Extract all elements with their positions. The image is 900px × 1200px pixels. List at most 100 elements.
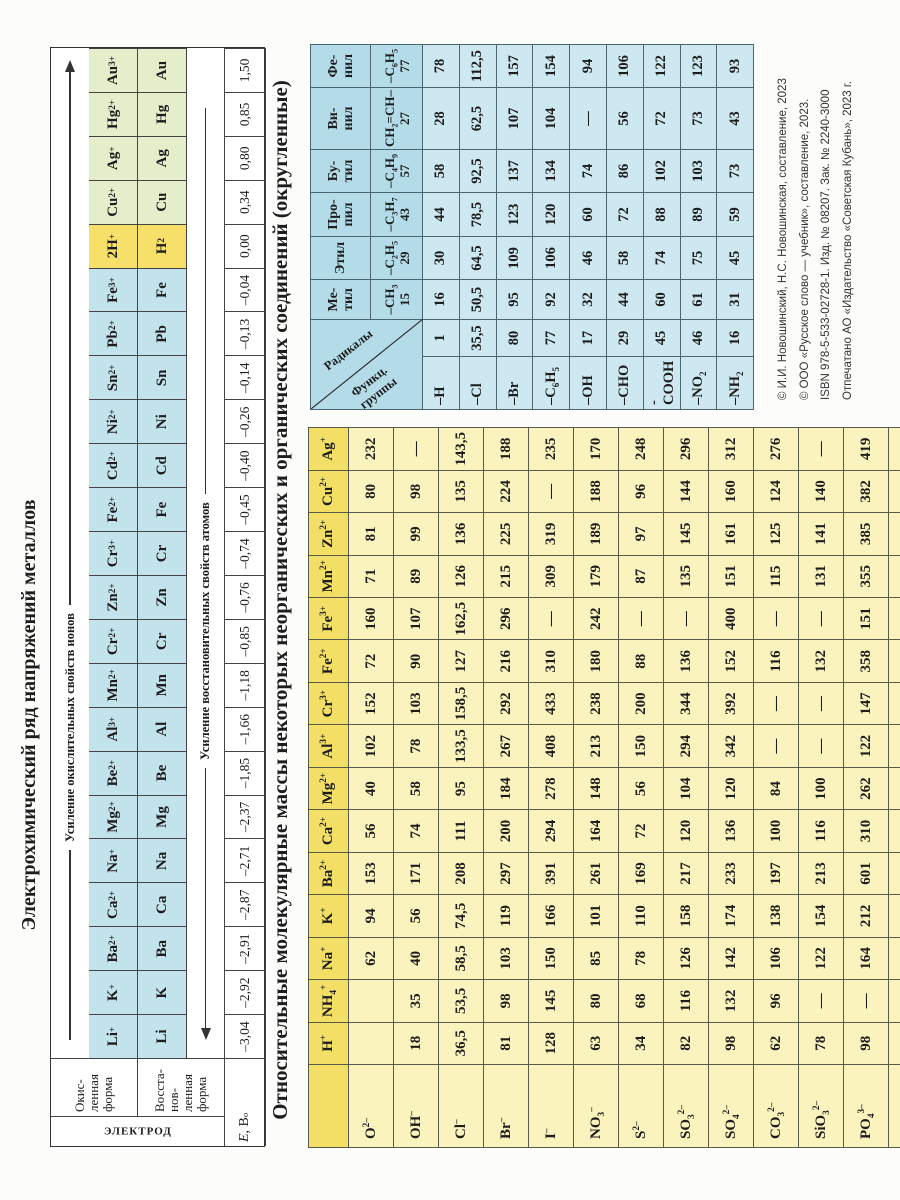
mass-value: 355	[843, 555, 889, 598]
reduced-metal: Au	[138, 48, 187, 92]
formula-part: 6	[550, 382, 561, 388]
table-row: NO3– 63 80 85 101 261 164 148 213 238 180 242 179 189…	[573, 427, 619, 1148]
mass-value: 75	[680, 236, 717, 280]
radical-formula: CH2=CH– 27	[370, 87, 423, 150]
formula-part: Cr	[153, 544, 170, 563]
potential-value: –2,92	[225, 970, 266, 1015]
mass-value: 233	[708, 852, 754, 895]
potential-value: –0,76	[225, 574, 266, 619]
oxidized-ion: Cr 3+	[89, 531, 138, 575]
cation-header: Zn2+	[308, 512, 349, 556]
radical-name: Про- пил	[310, 192, 371, 237]
mass-value: 40	[348, 767, 394, 810]
electrochem-title: Электрохимический ряд напряжений металло…	[18, 499, 40, 931]
table-row: PO43– 98—164 212 601 310 262 122 147 358 151 355 38…	[843, 427, 889, 1148]
mass-value: 94	[348, 894, 394, 938]
mass-value: 56	[393, 894, 439, 938]
mass-value: 45	[716, 236, 754, 280]
oxidized-ion: Cu 2+	[89, 179, 138, 224]
mass-value: —	[888, 597, 900, 640]
potential-value: –0,40	[225, 443, 266, 488]
mass-value: 98	[483, 979, 529, 1023]
arrow-line	[204, 108, 207, 495]
mass-value: 59	[716, 192, 754, 237]
mass-value: 132	[798, 639, 844, 683]
formula-part: H	[381, 53, 397, 64]
formula-part: NO	[587, 1116, 604, 1140]
cation-header: Ag+	[308, 427, 349, 471]
formula-part: Cr	[153, 632, 170, 651]
mass-value: 147	[843, 682, 889, 725]
mass-value: 35	[393, 979, 439, 1023]
mass-value: 213	[573, 724, 619, 768]
anion-label: PO43–	[843, 1064, 889, 1148]
oxidized-ion: Hg 2+	[89, 91, 138, 136]
formula-part: Cu	[153, 192, 170, 212]
oxidized-form-label: Окис- ленная форма	[51, 1058, 138, 1116]
mass-value: 112,5	[459, 44, 497, 88]
potential-value: –1,18	[225, 662, 266, 707]
mass-value: 98	[888, 894, 900, 938]
formula-part: Ag	[104, 151, 121, 171]
cation-header: NH4+	[308, 979, 349, 1023]
radical-formula-text: –C4H9	[381, 150, 400, 192]
mass-value: 408	[528, 724, 574, 768]
mass-value	[348, 979, 394, 1023]
mass-value: 158,5	[438, 682, 484, 725]
oxidized-ion: Ag +	[89, 135, 138, 180]
formula-part: Ni	[153, 414, 170, 430]
table-row: –NO2 46 61 75 89 103 73 123	[680, 44, 717, 410]
oxidized-ion: Na +	[89, 838, 138, 883]
reducing-arrow: Усиление восстановительных свойств атомо…	[187, 48, 225, 1058]
mass-value: 60	[569, 192, 607, 237]
formula-part: 2–	[631, 1121, 642, 1131]
formula-part: 2+	[319, 816, 329, 827]
formula-part: 2–	[721, 1105, 732, 1115]
formula-part: K	[320, 912, 336, 925]
mass-value: 189	[573, 512, 619, 556]
radical-formula-text: –C2H5	[382, 237, 400, 279]
mass-value: 160	[708, 470, 754, 513]
formula-part: Na	[320, 951, 336, 971]
potential-value: 0,80	[225, 135, 266, 180]
mass-value: —	[663, 597, 709, 640]
mass-value: 174	[888, 639, 900, 683]
group-mass: 80	[496, 319, 533, 357]
mass-value: 116	[798, 809, 844, 853]
mass-value: 96	[753, 979, 799, 1023]
mass-value: 34	[618, 1022, 664, 1065]
mass-value: 86	[606, 149, 644, 193]
formula-part: I	[542, 1133, 559, 1139]
mass-value: 419	[843, 427, 889, 471]
formula-part: Mn	[153, 674, 170, 697]
mass-value: 72	[618, 809, 664, 853]
cation-header: Al3+	[308, 724, 349, 768]
mass-value: 89	[680, 192, 717, 237]
mass-value: 125	[753, 512, 799, 556]
mass-value: —	[618, 597, 664, 640]
mass-value: 78,5	[459, 192, 497, 237]
oxidized-ion: Mg 2+	[89, 794, 138, 839]
potential-value: –0,26	[225, 399, 266, 444]
potential-value: –0,45	[225, 487, 266, 532]
mass-value: 200	[618, 682, 664, 725]
potential-value: –3,04	[225, 1014, 266, 1058]
formula-part: H	[381, 158, 397, 169]
mass-value: 92	[532, 279, 570, 320]
oxidized-ion: Mn 2+	[89, 662, 138, 707]
mass-value: 63	[573, 1022, 619, 1065]
potential-value: –0,13	[225, 311, 266, 356]
formula-part: Zn	[153, 588, 170, 607]
mass-value: 92,5	[459, 149, 497, 193]
mass-value: 77	[888, 979, 900, 1023]
electrochemical-series-table: ЭЛЕКТРОД Окис- ленная форма Восста- нов- л…	[50, 47, 266, 1147]
mass-value: 164	[573, 809, 619, 853]
functional-group: -COOH	[643, 356, 681, 410]
mass-value: 183	[888, 512, 900, 556]
formula-part: Mg	[153, 806, 170, 828]
mass-value: 232	[348, 427, 394, 471]
mass-value: 132	[708, 979, 754, 1023]
formula-part: Li	[104, 1032, 121, 1047]
formula-part: Fe	[320, 615, 336, 632]
